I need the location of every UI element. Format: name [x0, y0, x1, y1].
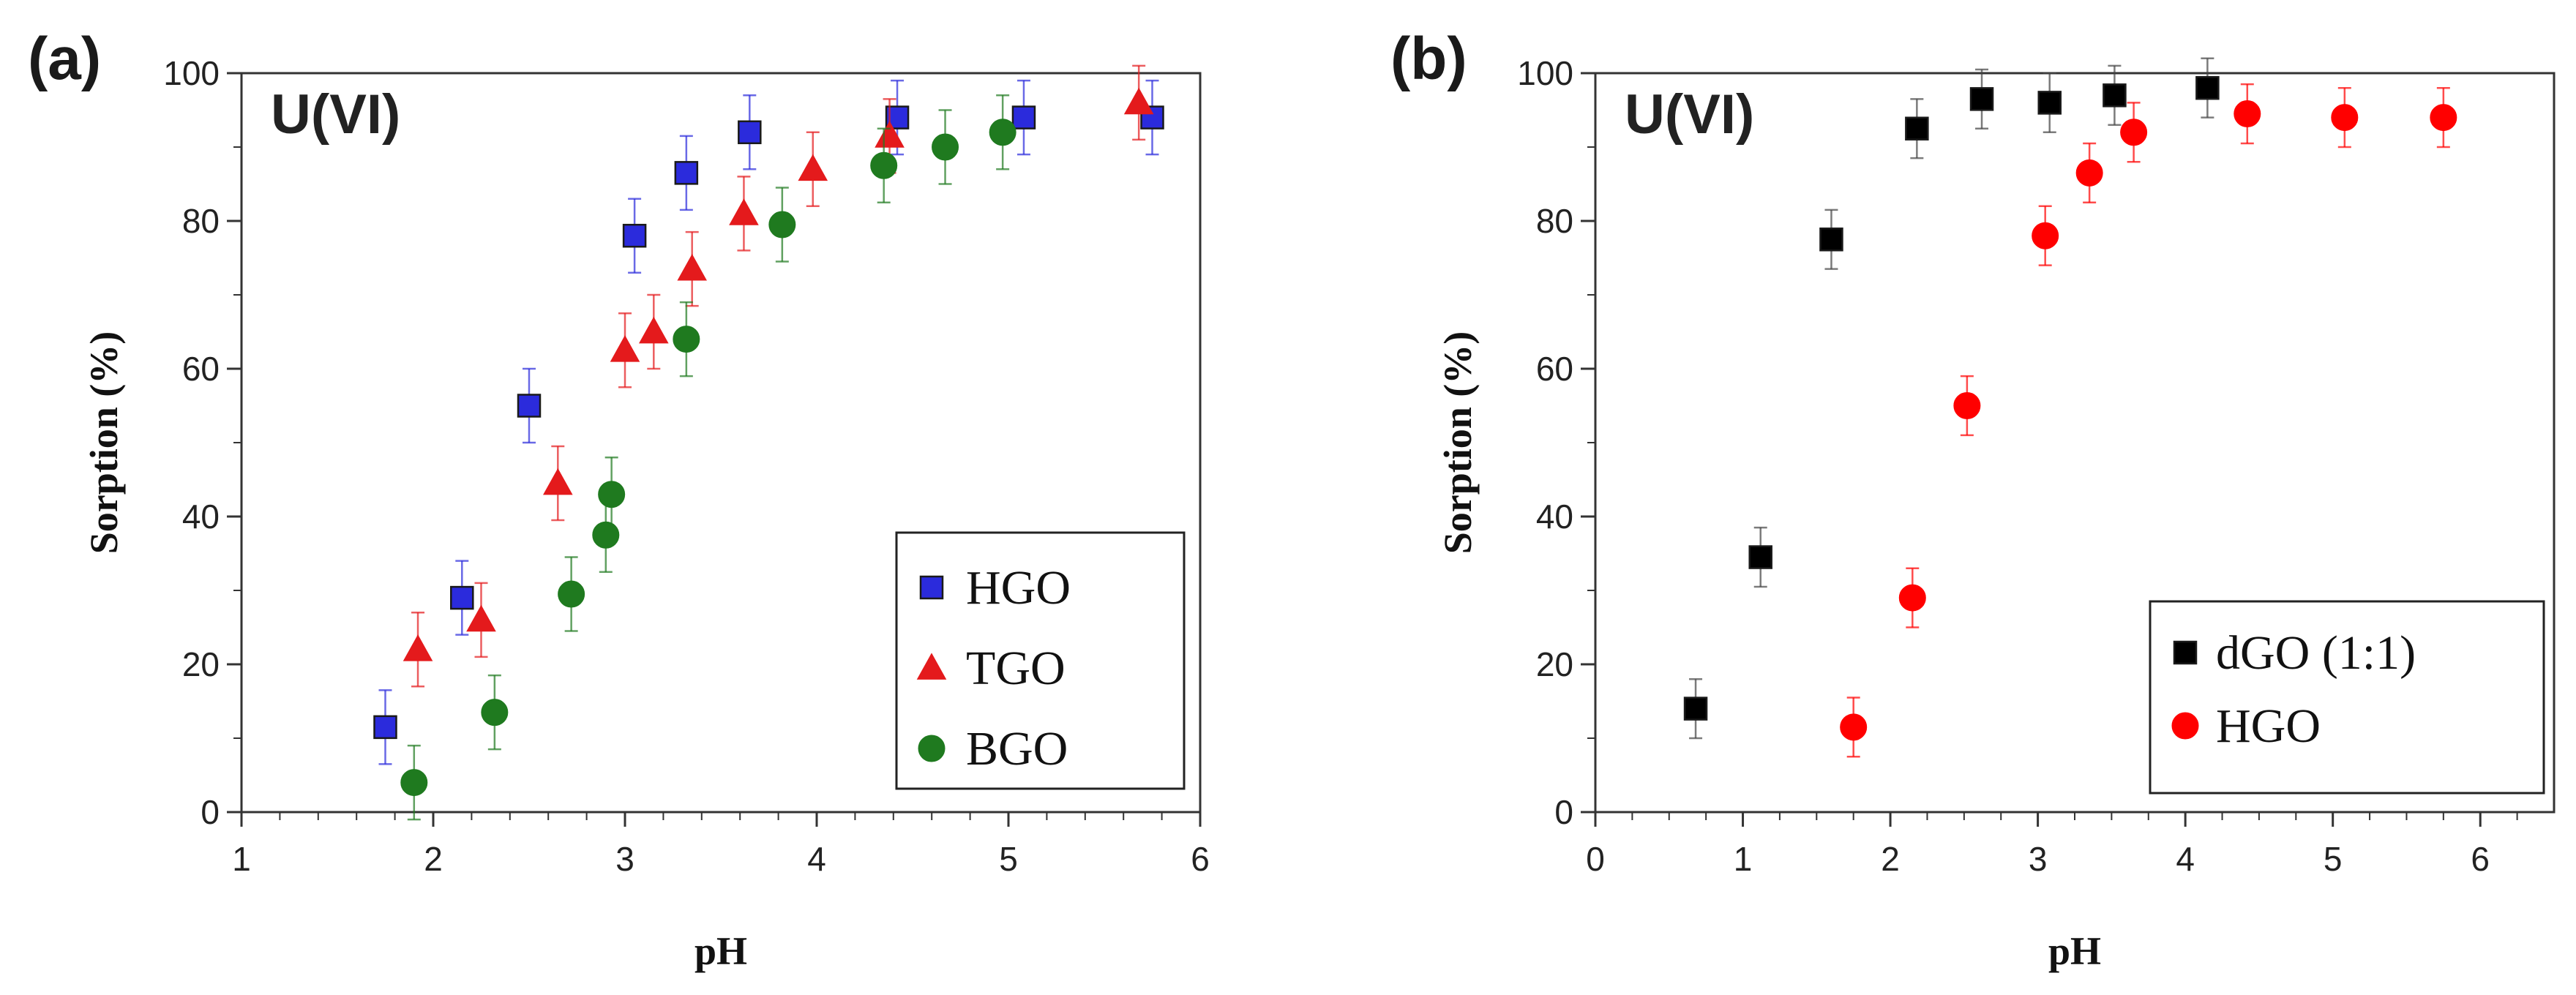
data-point	[466, 604, 496, 632]
legend-marker	[2173, 640, 2198, 665]
legend-label: dGO (1:1)	[2216, 626, 2416, 680]
data-point	[481, 699, 509, 726]
panel-a-xtick-label: 3	[615, 840, 634, 878]
data-point	[673, 326, 700, 353]
data-point	[2331, 104, 2359, 132]
panel-b-ytick-label: 100	[1517, 54, 1573, 92]
panel-a-xlabel: pH	[694, 929, 747, 973]
data-point	[1123, 87, 1154, 115]
panel-b-ytick-label: 40	[1536, 497, 1573, 536]
panel-b-series-hgo	[1840, 83, 2457, 758]
legend-label: HGO	[966, 561, 1071, 615]
data-point	[738, 120, 762, 145]
legend-label: HGO	[2216, 699, 2321, 753]
data-point	[610, 335, 640, 362]
data-point	[1969, 87, 1994, 111]
panel-b-label: (b)	[1390, 26, 1467, 92]
data-point	[932, 133, 959, 161]
panel-a-xtick-label: 6	[1191, 840, 1210, 878]
data-point	[729, 198, 759, 225]
data-point	[1819, 228, 1843, 252]
legend-marker	[2171, 712, 2199, 740]
legend-label: BGO	[966, 722, 1068, 776]
panel-b-xtick-label: 6	[2471, 840, 2490, 878]
panel-b-xtick-label: 0	[1586, 840, 1605, 878]
legend-marker	[918, 735, 946, 762]
data-point	[2120, 119, 2148, 146]
data-point	[2195, 75, 2220, 100]
panel-a-label: (a)	[28, 26, 101, 92]
data-point	[677, 253, 707, 281]
panel-a-series-hgo	[373, 79, 1164, 765]
data-point	[870, 151, 898, 179]
data-point	[2037, 91, 2062, 115]
panel-b-xtick-label: 3	[2029, 840, 2048, 878]
panel-b-xtick-label: 1	[1734, 840, 1753, 878]
data-point	[373, 715, 397, 740]
legend-marker	[916, 653, 947, 680]
data-point	[592, 521, 620, 549]
data-point	[2430, 104, 2457, 132]
data-point	[1905, 116, 1929, 140]
data-point	[402, 634, 433, 661]
data-point	[400, 769, 428, 797]
panel-b-annotation: U(VI)	[1625, 83, 1754, 146]
panel-a-ylabel: Sorption (%)	[82, 331, 126, 555]
data-point	[989, 119, 1016, 146]
panel-a-ytick-label: 60	[182, 350, 220, 388]
panel-b-series-dgo-1-1-	[1683, 57, 2220, 740]
panel-b-ytick-label: 60	[1536, 350, 1573, 388]
data-point	[639, 316, 669, 344]
data-point	[1898, 584, 1926, 612]
data-point	[558, 580, 585, 608]
panel-b-xlabel: pH	[2048, 929, 2101, 973]
data-point	[1683, 696, 1708, 721]
data-point	[798, 154, 828, 181]
data-point	[674, 161, 699, 185]
data-point	[2032, 222, 2059, 249]
data-point	[875, 121, 905, 148]
panel-a-xtick-label: 1	[232, 840, 251, 878]
panel-a-xtick-label: 5	[999, 840, 1018, 878]
panel-b-ytick-label: 20	[1536, 645, 1573, 683]
panel-a-ytick-label: 20	[182, 645, 220, 683]
panel-a-legend: HGO TGO BGO	[895, 531, 1186, 790]
panel-a-ytick-label: 100	[163, 54, 220, 92]
panel-b-ytick-label: 0	[1554, 793, 1573, 831]
panel-a-ytick-label: 80	[182, 202, 220, 240]
panel-b-xtick-label: 2	[1881, 840, 1900, 878]
data-point	[2075, 159, 2103, 187]
legend-marker	[919, 575, 944, 600]
panel-a-annotation: U(VI)	[271, 83, 400, 146]
panel-b-xtick-label: 5	[2324, 840, 2343, 878]
panel-a-ytick-label: 0	[201, 793, 220, 831]
data-point	[450, 585, 474, 610]
data-point	[2103, 83, 2127, 108]
data-point	[517, 394, 542, 418]
panel-a-series-bgo	[400, 94, 1016, 821]
panel-b-ylabel: Sorption (%)	[1436, 331, 1480, 555]
panel-b-xtick-label: 4	[2176, 840, 2195, 878]
panel-b-legend: dGO (1:1) HGO	[2149, 600, 2545, 795]
legend-label: TGO	[966, 642, 1066, 695]
data-point	[598, 481, 626, 508]
data-point	[543, 468, 573, 495]
data-point	[768, 211, 796, 239]
data-point	[622, 223, 647, 248]
panel-a-series-tgo	[402, 64, 1154, 688]
panel-b-ytick-label: 80	[1536, 202, 1573, 240]
data-point	[2234, 100, 2261, 128]
data-point	[1953, 392, 1981, 419]
data-point	[1748, 545, 1772, 569]
panel-a-ytick-label: 40	[182, 497, 220, 536]
panel-a-xtick-label: 2	[424, 840, 443, 878]
panel-a-xtick-label: 4	[807, 840, 826, 878]
data-point	[1011, 105, 1036, 129]
legend-frame	[2149, 600, 2545, 795]
data-point	[1840, 713, 1868, 741]
